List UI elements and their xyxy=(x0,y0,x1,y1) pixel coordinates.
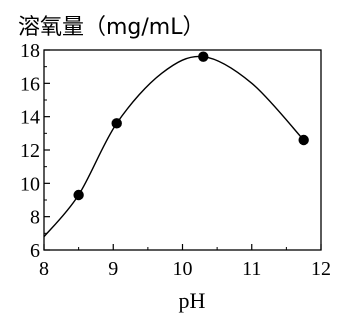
plot-frame xyxy=(43,49,322,251)
y-tick-label: 14 xyxy=(20,107,40,129)
y-tick-label: 6 xyxy=(30,240,40,262)
plot-border xyxy=(43,49,322,251)
y-tick-label: 18 xyxy=(20,40,40,62)
data-point xyxy=(198,51,209,62)
data-point xyxy=(111,118,122,129)
data-point xyxy=(298,134,309,146)
x-tick-label: 10 xyxy=(173,258,193,280)
x-tick-label: 12 xyxy=(311,258,331,280)
x-tick-label: 11 xyxy=(242,258,261,280)
axis-ticks xyxy=(43,49,322,251)
trend-curve xyxy=(43,55,305,238)
data-points xyxy=(73,51,309,201)
y-tick-label: 10 xyxy=(20,173,40,195)
y-tick-label: 16 xyxy=(20,73,40,95)
y-tick-label: 12 xyxy=(20,140,40,162)
x-axis-label: pH xyxy=(179,288,206,313)
x-tick-label: 9 xyxy=(108,258,118,280)
x-tick-labels: 8 9 10 11 12 xyxy=(39,258,331,280)
y-tick-labels: 6 8 10 12 14 16 18 xyxy=(20,40,40,262)
y-tick-label: 8 xyxy=(30,207,40,229)
data-point xyxy=(73,189,84,201)
y-axis-title: 溶氧量（mg/mL） xyxy=(18,15,205,40)
x-tick-label: 8 xyxy=(39,258,49,280)
